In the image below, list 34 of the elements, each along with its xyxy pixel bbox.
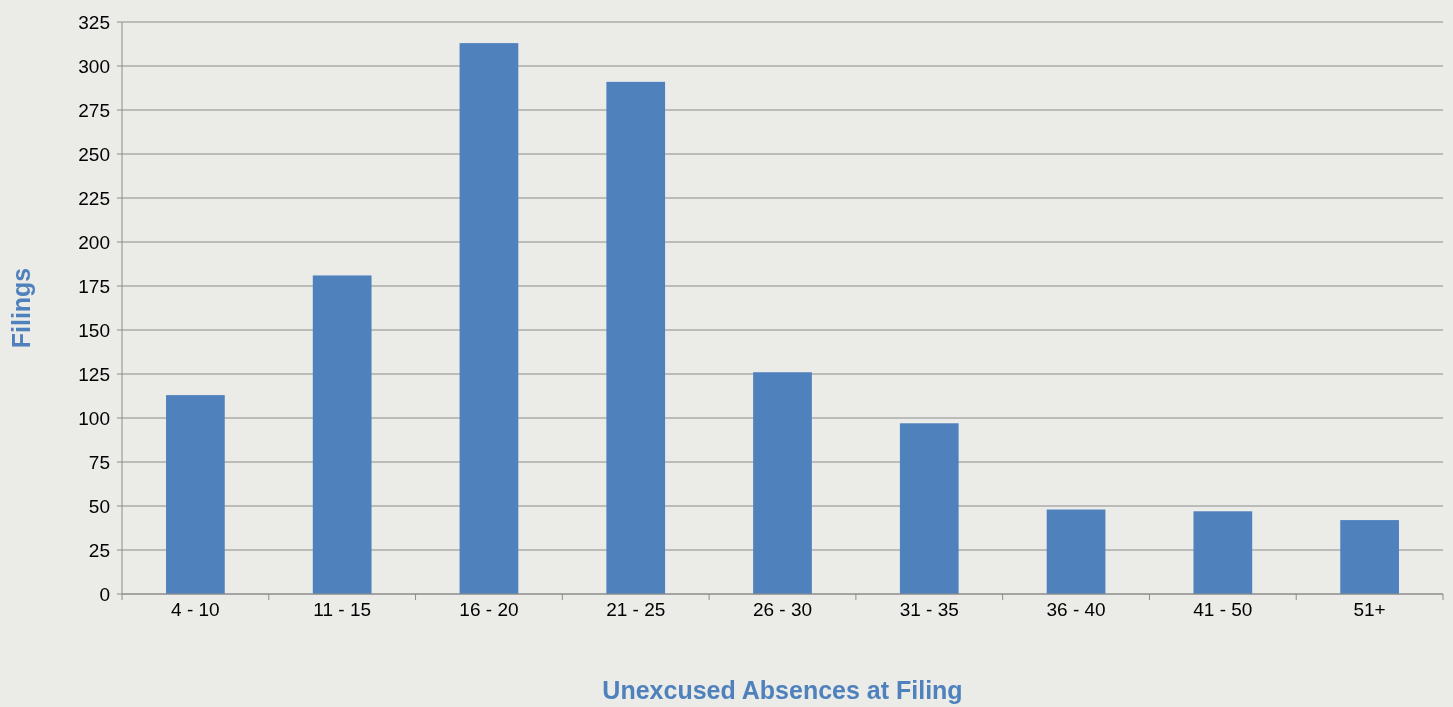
bar bbox=[1046, 509, 1106, 594]
x-tick-label: 51+ bbox=[1353, 599, 1386, 620]
y-tick-label: 225 bbox=[78, 187, 110, 209]
bar bbox=[1193, 511, 1253, 594]
y-tick-label: 75 bbox=[88, 451, 110, 473]
x-tick-label: 36 - 40 bbox=[1046, 599, 1106, 620]
y-tick-label: 275 bbox=[78, 99, 110, 121]
y-tick-label: 50 bbox=[88, 495, 110, 517]
y-tick-label: 200 bbox=[78, 231, 110, 253]
bar bbox=[753, 372, 812, 594]
bar bbox=[606, 81, 666, 594]
y-tick-label: 250 bbox=[78, 143, 110, 165]
y-tick-label: 125 bbox=[78, 363, 110, 385]
y-tick-label: 25 bbox=[88, 539, 110, 561]
y-tick-label: 300 bbox=[78, 55, 110, 77]
y-tick-label: 100 bbox=[78, 407, 110, 429]
x-tick-label: 26 - 30 bbox=[752, 599, 813, 620]
x-tick-label: 41 - 50 bbox=[1193, 599, 1253, 620]
y-tick-label: 0 bbox=[99, 583, 110, 605]
y-axis-title: Filings bbox=[7, 267, 35, 349]
y-tick-label: 325 bbox=[78, 11, 110, 33]
bar bbox=[899, 423, 959, 594]
x-tick-label: 31 - 35 bbox=[899, 599, 959, 620]
bar bbox=[1340, 520, 1399, 594]
x-tick-label: 21 - 25 bbox=[606, 599, 666, 620]
x-tick-label: 16 - 20 bbox=[459, 599, 519, 620]
bar bbox=[312, 275, 372, 594]
x-axis-title: Unexcused Absences at Filing bbox=[602, 676, 963, 704]
x-tick-label: 4 - 10 bbox=[171, 599, 220, 620]
x-tick-label: 11 - 15 bbox=[313, 599, 372, 620]
y-tick-label: 175 bbox=[78, 275, 110, 297]
bar bbox=[166, 395, 225, 594]
bar bbox=[459, 43, 519, 594]
y-tick-label: 150 bbox=[78, 319, 110, 341]
